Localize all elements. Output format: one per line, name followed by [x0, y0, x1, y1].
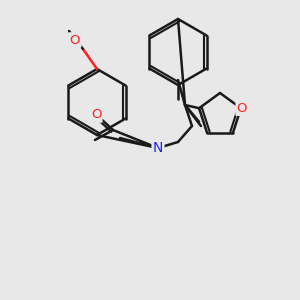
Text: O: O [237, 102, 247, 115]
Text: O: O [70, 34, 80, 46]
Text: O: O [91, 109, 101, 122]
Text: N: N [153, 141, 163, 155]
